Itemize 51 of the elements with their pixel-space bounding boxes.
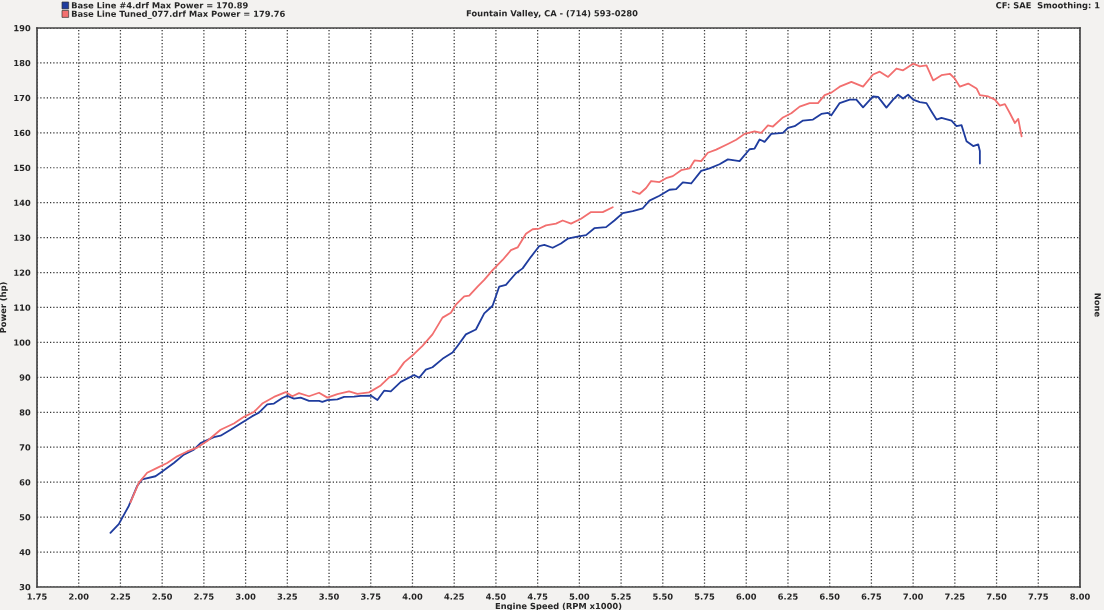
x-tick-label: 4.00 bbox=[402, 593, 423, 600]
x-tick-label: 4.75 bbox=[527, 593, 548, 600]
x-tick-label: 7.75 bbox=[1028, 593, 1048, 600]
x-tick-label: 2.50 bbox=[152, 593, 173, 600]
x-tick-label: 5.00 bbox=[569, 593, 590, 600]
x-tick-label: 6.25 bbox=[778, 593, 798, 600]
x-tick-label: 7.25 bbox=[945, 593, 965, 600]
y-tick-label: 130 bbox=[14, 234, 31, 241]
y-tick-label: 150 bbox=[14, 164, 31, 172]
y-tick-label: 110 bbox=[14, 304, 31, 311]
y-axis-title: Power (hp) bbox=[0, 282, 8, 333]
x-tick-label: 3.25 bbox=[277, 593, 298, 600]
x-tick-label: 4.50 bbox=[486, 593, 506, 600]
y-tick-label: 80 bbox=[19, 409, 31, 416]
x-tick-label: 5.25 bbox=[611, 593, 631, 600]
y-tick-label: 40 bbox=[19, 549, 31, 556]
y-tick-label: 120 bbox=[14, 269, 31, 276]
y-tick-label: 70 bbox=[19, 444, 31, 451]
x-tick-label: 1.75 bbox=[27, 593, 47, 600]
y-tick-label: 160 bbox=[14, 129, 31, 137]
x-tick-label: 5.75 bbox=[694, 593, 715, 600]
x-tick-label: 2.75 bbox=[194, 593, 214, 600]
chart-subtitle: Fountain Valley, CA - (714) 593-0280 bbox=[466, 9, 638, 19]
x-tick-label: 3.50 bbox=[319, 593, 339, 600]
x-tick-label: 2.00 bbox=[69, 593, 89, 600]
x-tick-label: 5.50 bbox=[653, 593, 673, 600]
y-tick-label: 100 bbox=[14, 339, 31, 346]
x-tick-label: 7.00 bbox=[903, 593, 923, 600]
x-tick-label: 6.00 bbox=[736, 593, 757, 600]
x-tick-label: 6.50 bbox=[819, 593, 840, 600]
x-tick-label: 8.00 bbox=[1070, 593, 1090, 600]
y-tick-label: 30 bbox=[19, 583, 31, 591]
text: CF: SAE Smoothing: 1 bbox=[996, 1, 1100, 11]
y2-axis-title: None bbox=[1094, 293, 1101, 317]
y-tick-label: 90 bbox=[19, 374, 31, 381]
y-tick-label: 170 bbox=[14, 94, 31, 102]
x-tick-label: 7.50 bbox=[986, 593, 1007, 600]
x-tick-label: 3.75 bbox=[361, 593, 381, 600]
y-tick-label: 190 bbox=[14, 24, 31, 32]
x-tick-label: 4.25 bbox=[444, 593, 464, 600]
legend-label: Base Line Tuned_077.drf Max Power = 179.76 bbox=[71, 10, 285, 19]
legend-label: Base Line #4.drf Max Power = 170.89 bbox=[71, 2, 248, 9]
y-tick-label: 60 bbox=[19, 479, 31, 486]
y-tick-label: 180 bbox=[14, 59, 31, 67]
x-tick-label: 3.00 bbox=[235, 593, 256, 600]
y-tick-label: 50 bbox=[19, 514, 31, 521]
x-tick-label: 2.25 bbox=[110, 593, 131, 600]
x-tick-label: 6.75 bbox=[861, 593, 882, 600]
y-tick-label: 140 bbox=[14, 199, 31, 206]
x-axis-title: Engine Speed (RPM x1000) bbox=[495, 602, 622, 610]
line-series bbox=[109, 93, 981, 534]
